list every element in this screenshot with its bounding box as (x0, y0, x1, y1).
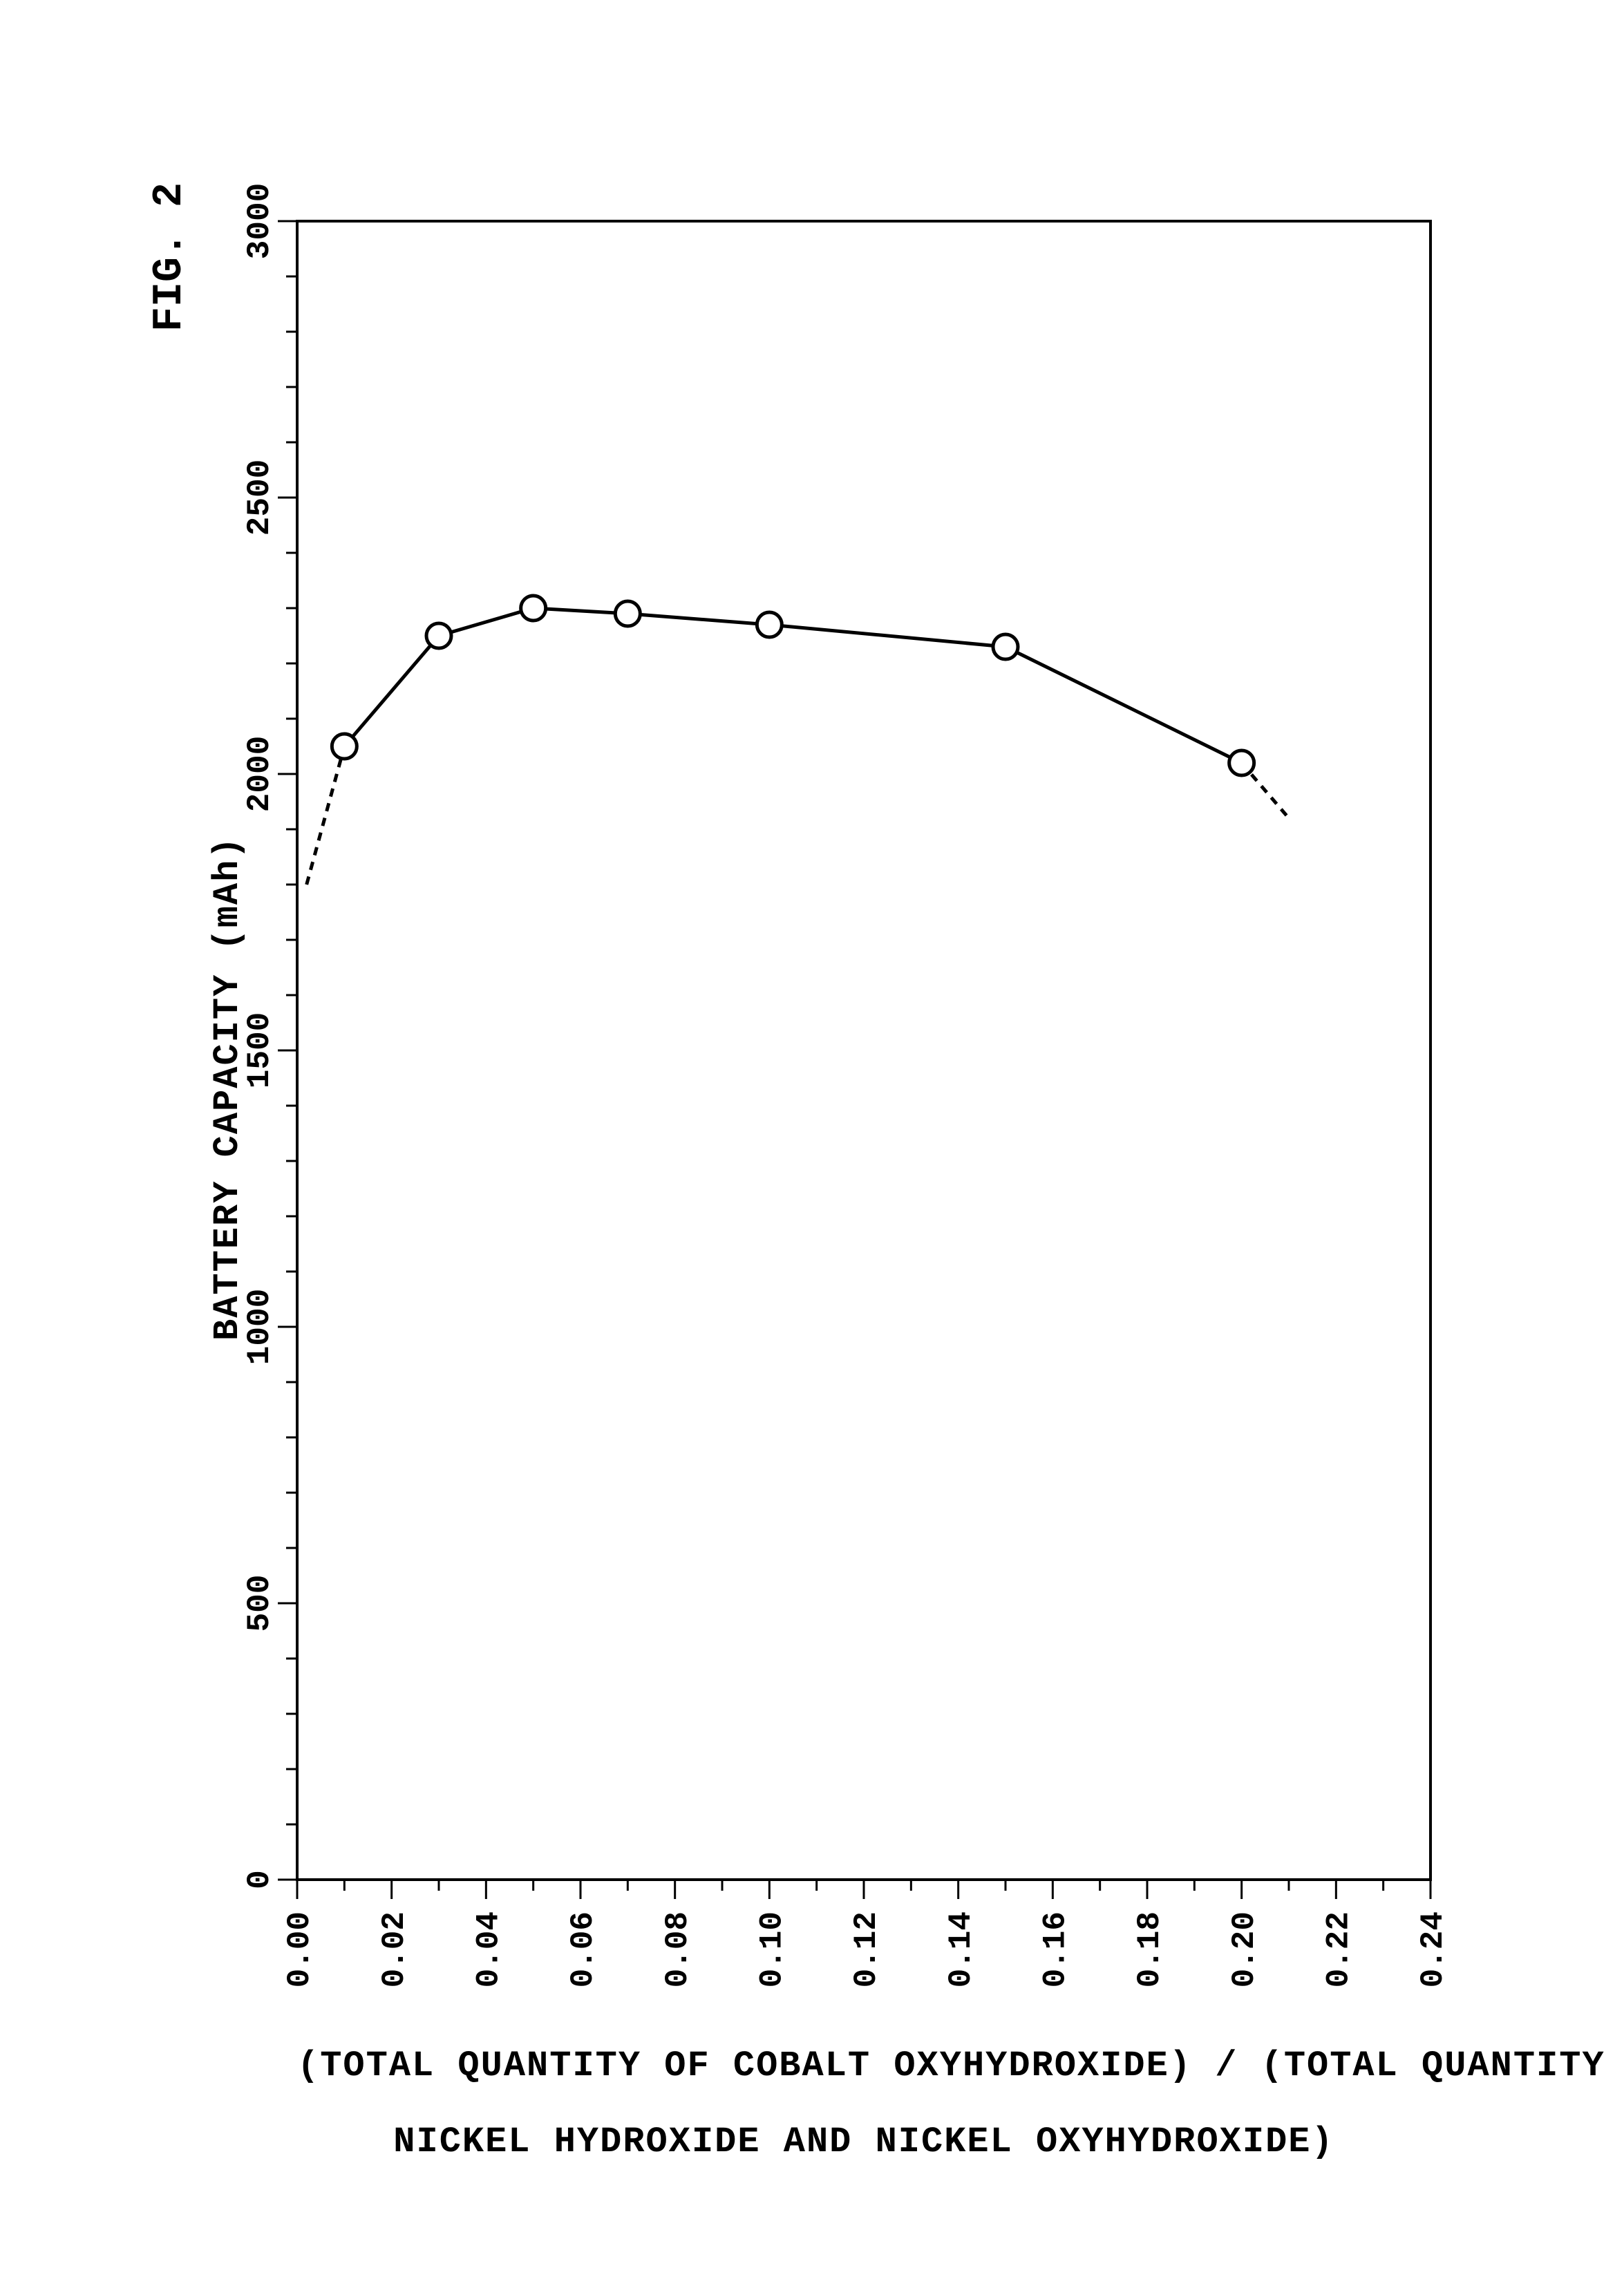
x-tick-label: 0.08 (660, 1911, 696, 1987)
x-tick-label: 0.12 (849, 1911, 885, 1987)
plot-frame (297, 221, 1431, 1880)
y-tick-label: 1500 (242, 1012, 278, 1088)
x-tick-label: 0.20 (1227, 1911, 1263, 1987)
x-tick-label: 0.24 (1415, 1911, 1451, 1987)
y-tick-label: 3000 (242, 183, 278, 259)
x-tick-label: 0.02 (377, 1911, 413, 1987)
y-tick-label: 2000 (242, 736, 278, 812)
x-tick-label: 0.10 (754, 1911, 790, 1987)
data-line-lead-dash (307, 746, 345, 885)
data-marker (615, 601, 640, 626)
x-tick-label: 0.14 (943, 1911, 979, 1987)
y-tick-label: 500 (242, 1575, 278, 1632)
data-marker (757, 612, 782, 637)
data-marker (993, 634, 1018, 659)
y-tick-label: 1000 (242, 1289, 278, 1365)
chart: 0.00 0.02 0.04 0.06 0.08 0.10 0.12 0.14 0.16 0.18… (0, 0, 1624, 2286)
x-tick-label: 0.22 (1321, 1911, 1357, 1987)
x-tick-label: 0.18 (1132, 1911, 1168, 1987)
y-tick-label: 0 (242, 1870, 278, 1889)
data-marker (1229, 750, 1254, 775)
data-marker (521, 596, 546, 621)
x-tick-label: 0.06 (565, 1911, 601, 1987)
x-tick-label: 0.00 (282, 1911, 318, 1987)
data-marker (426, 623, 451, 648)
x-tick-label: 0.16 (1037, 1911, 1073, 1987)
data-line (344, 608, 1241, 763)
y-tick-label: 2500 (242, 460, 278, 536)
data-marker (332, 734, 357, 759)
x-tick-label: 0.04 (471, 1911, 507, 1987)
